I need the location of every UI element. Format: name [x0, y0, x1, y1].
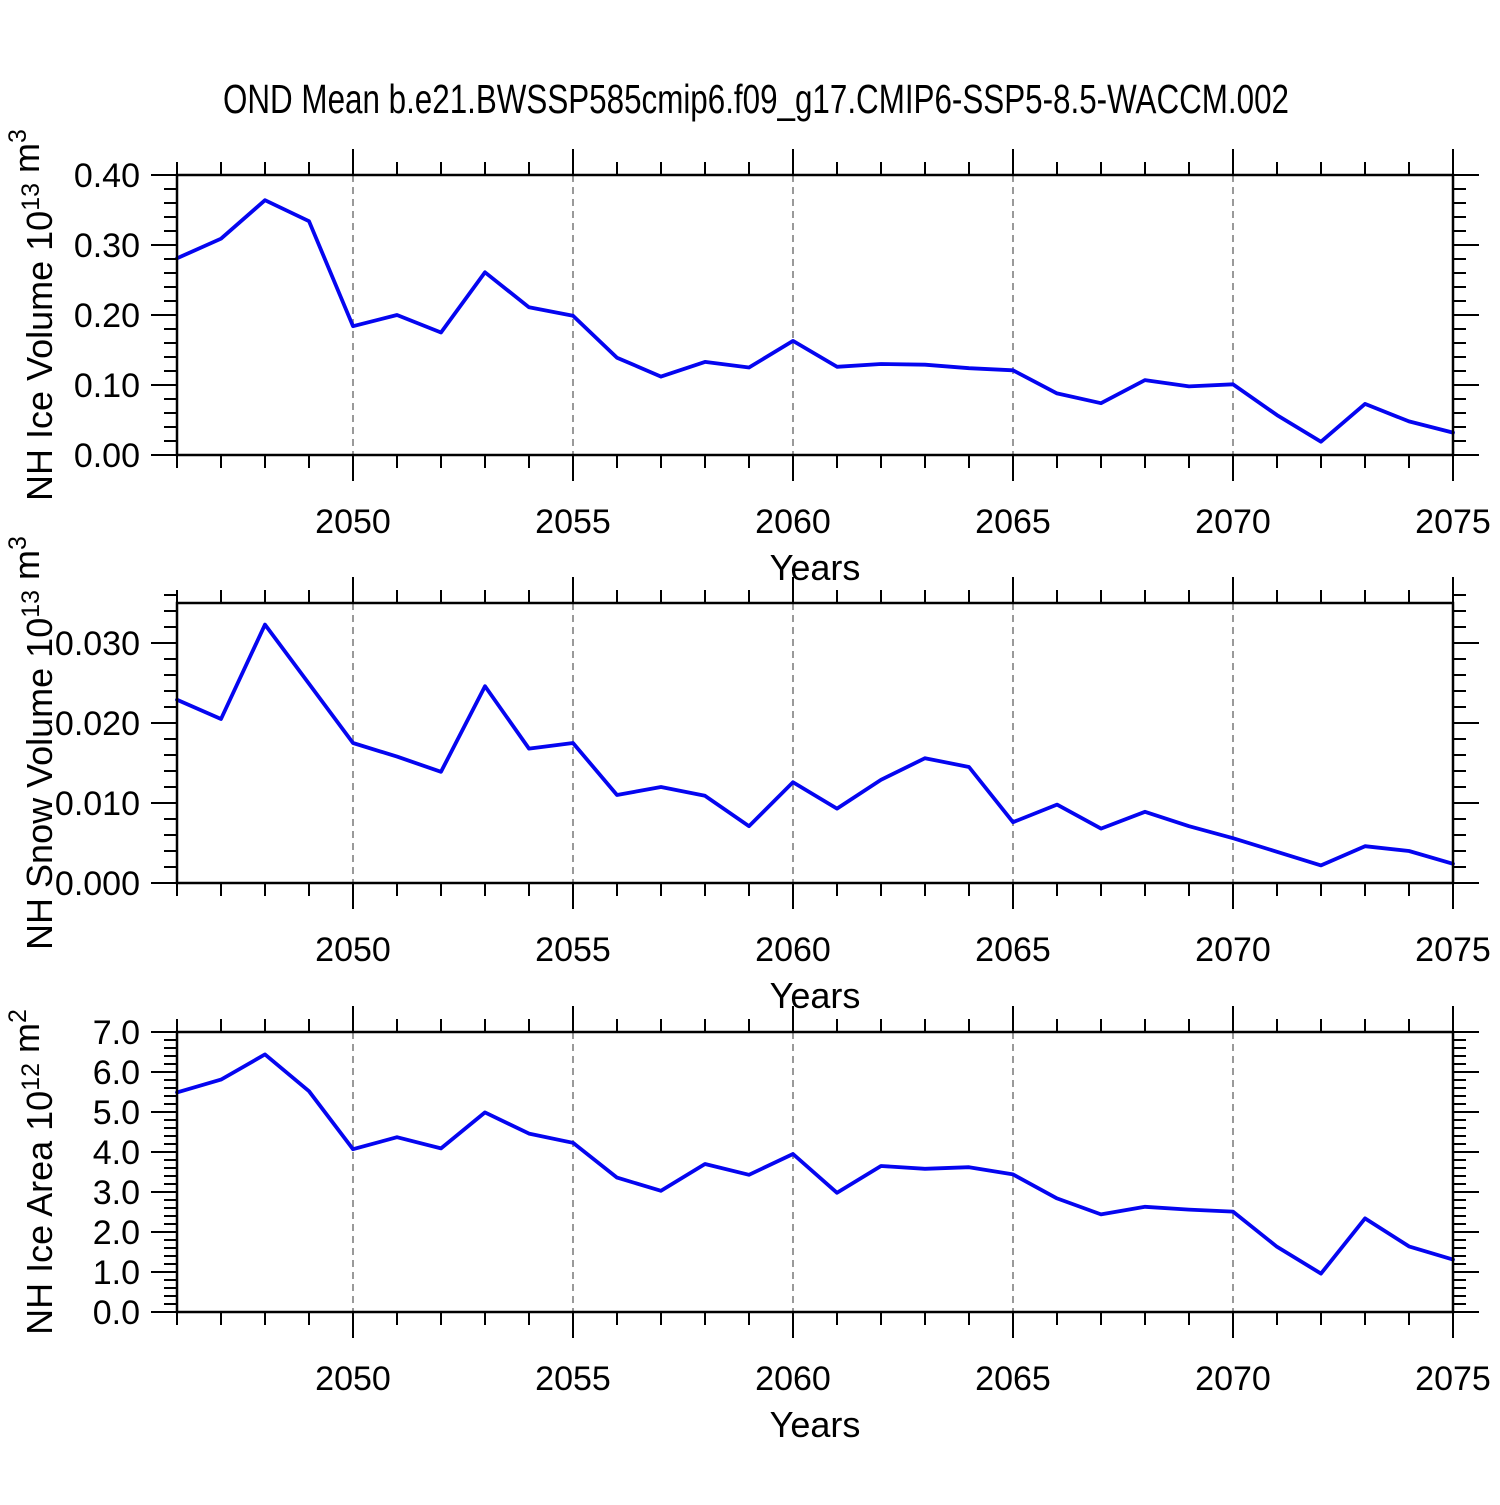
- y-tick-label: 0.30: [74, 227, 140, 265]
- y-tick-label: 0.020: [55, 705, 140, 743]
- ticks-0: [151, 149, 1479, 481]
- y-tick-label: 0.40: [74, 157, 140, 195]
- ylabel-superscript: 2: [4, 1009, 32, 1023]
- ylabel-text: NH Snow Volume 10: [19, 618, 60, 950]
- plot-border-2: [175, 1030, 1455, 1314]
- x-tick-label: 2055: [535, 1360, 611, 1398]
- x-tick-label: 2075: [1415, 503, 1491, 541]
- ylabel-text: m: [6, 143, 47, 183]
- chart-nh-snow-volume: 2050 2055 2060 2065 2070 2075 0.000 0.010 0.020 0…: [4, 536, 1491, 1016]
- x-tick-label: 2055: [535, 931, 611, 969]
- x-tick-label: 2070: [1195, 931, 1271, 969]
- chart-nh-ice-area: 2050 2055 2060 2065 2070 2075 0.01.02.03.04.05…: [4, 1006, 1491, 1445]
- x-tick-label: 2050: [315, 931, 391, 969]
- x-tick-label: 2075: [1415, 1360, 1491, 1398]
- x-tick-label: 2070: [1195, 503, 1271, 541]
- x-tick-label: 2060: [755, 503, 831, 541]
- y-tick-label: 2.0: [93, 1214, 140, 1252]
- tick-labels-2: 2050 2055 2060 2065 2070 2075 0.01.02.03.04.05…: [93, 1014, 1491, 1398]
- x-tick-label: 2065: [975, 1360, 1051, 1398]
- data-line-ice-volume: [175, 198, 1455, 444]
- x-tick-label: 2050: [315, 1360, 391, 1398]
- y-tick-label: 0.20: [74, 297, 140, 335]
- figure-title: OND Mean b.e21.BWSSP585cmip6.f09_g17.CMI…: [223, 76, 1289, 122]
- x-axis-label-2: Years: [770, 1404, 861, 1445]
- ylabel-superscript: 13: [17, 183, 45, 211]
- y-tick-label: 0.00: [74, 437, 140, 475]
- x-tick-label: 2050: [315, 503, 391, 541]
- tick-labels-1: 2050 2055 2060 2065 2070 2075 0.000 0.010 0.020 0…: [55, 625, 1491, 969]
- ylabel-text: NH Ice Area 10: [19, 1091, 60, 1335]
- data-line-snow-volume: [175, 622, 1455, 868]
- chart-nh-ice-volume: 2050 2055 2060 2065 2070 2075 0.00 0.10 0.20 0.30…: [4, 129, 1491, 588]
- ticks-1: [151, 577, 1479, 909]
- y-axis-label-snow-volume: NH Snow Volume 1013 m3: [4, 536, 60, 950]
- x-tick-label: 2065: [975, 503, 1051, 541]
- y-tick-label: 0.010: [55, 785, 140, 823]
- x-tick-label: 2060: [755, 931, 831, 969]
- x-axis-label-0: Years: [770, 547, 861, 588]
- plot-border-1: [175, 601, 1455, 885]
- y-tick-label: 3.0: [93, 1174, 140, 1212]
- x-axis-label-1: Years: [770, 975, 861, 1016]
- ylabel-text: m: [6, 1023, 47, 1063]
- gridlines-2: [352, 1032, 1234, 1312]
- x-tick-label: 2075: [1415, 931, 1491, 969]
- x-tick-label: 2065: [975, 931, 1051, 969]
- y-tick-label: 0.0: [93, 1294, 140, 1332]
- y-tick-label: 1.0: [93, 1254, 140, 1292]
- ylabel-superscript: 3: [4, 536, 32, 550]
- ylabel-text: NH Ice Volume 10: [19, 211, 60, 501]
- y-tick-label: 5.0: [93, 1094, 140, 1132]
- ylabel-superscript: 13: [17, 590, 45, 618]
- gridlines-0: [352, 175, 1234, 455]
- tick-labels-0: 2050 2055 2060 2065 2070 2075 0.00 0.10 0.20 0.30…: [74, 157, 1491, 541]
- x-tick-label: 2055: [535, 503, 611, 541]
- ylabel-superscript: 3: [4, 129, 32, 143]
- data-line-ice-area: [175, 1052, 1455, 1276]
- ticks-2: [151, 1006, 1479, 1338]
- y-tick-label: 0.000: [55, 865, 140, 903]
- y-tick-label: 4.0: [93, 1134, 140, 1172]
- y-axis-label-ice-volume: NH Ice Volume 1013 m3: [4, 129, 60, 501]
- ylabel-superscript: 12: [17, 1063, 45, 1091]
- y-tick-label: 7.0: [93, 1014, 140, 1052]
- x-tick-label: 2070: [1195, 1360, 1271, 1398]
- gridlines-1: [352, 603, 1234, 883]
- y-tick-label: 0.10: [74, 367, 140, 405]
- y-tick-label: 6.0: [93, 1054, 140, 1092]
- y-tick-label: 0.030: [55, 625, 140, 663]
- plot-border-0: [175, 173, 1455, 457]
- x-tick-label: 2060: [755, 1360, 831, 1398]
- y-axis-label-ice-area: NH Ice Area 1012 m2: [4, 1009, 60, 1335]
- ylabel-text: m: [6, 550, 47, 590]
